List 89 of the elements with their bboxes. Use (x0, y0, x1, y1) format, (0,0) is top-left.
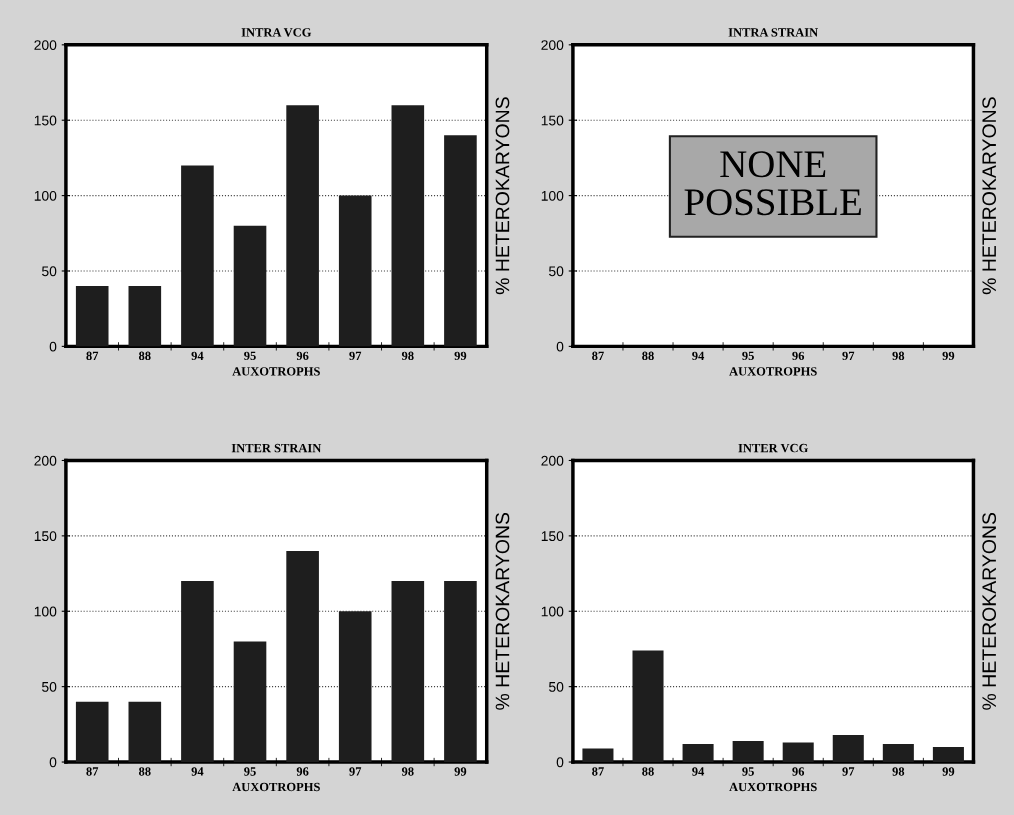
x-tick-label: 96 (296, 351, 309, 361)
bar (444, 135, 477, 347)
x-axis-title: AUXOTROPHS (232, 782, 320, 792)
x-tick-label: 94 (692, 767, 705, 776)
x-tick-label: 99 (942, 351, 955, 361)
x-tick-label: 95 (244, 767, 256, 776)
y-axis-title: % HETEROKARYONS (495, 512, 510, 710)
y-tick-label: 150 (34, 115, 57, 126)
y-tick-label: 200 (541, 40, 564, 50)
y-tick-label: 150 (541, 531, 564, 542)
bar (75, 701, 109, 763)
y-tick-label: 100 (541, 190, 564, 201)
y-tick-label: 50 (548, 681, 564, 692)
annotation: NONE POSSIBLE (684, 151, 861, 216)
y-axis-title: % HETEROKARYONS (982, 512, 997, 710)
bar (338, 611, 372, 763)
x-axis-title: AUXOTROPHS (729, 367, 817, 376)
x-tick-label: 99 (454, 767, 467, 776)
bar (932, 746, 964, 763)
x-tick-label: 98 (401, 767, 414, 776)
chart-title: INTRA VCG (241, 28, 312, 37)
y-tick-label: 100 (541, 606, 564, 617)
y-tick-label: 150 (34, 531, 57, 542)
y-tick-label: 0 (49, 757, 57, 768)
x-tick-label: 98 (892, 351, 905, 361)
y-tick-label: 50 (41, 266, 57, 277)
y-tick-label: 100 (34, 190, 57, 201)
x-tick-label: 99 (454, 351, 467, 361)
bar (391, 581, 425, 763)
y-tick-label: 0 (556, 757, 564, 768)
x-axis-title: AUXOTROPHS (232, 367, 320, 376)
bar (286, 550, 319, 763)
x-tick-label: 87 (592, 767, 604, 776)
y-tick-label: 150 (541, 115, 564, 126)
y-axis-title: % HETEROKARYONS (982, 97, 997, 295)
bar (391, 105, 425, 347)
x-tick-label: 99 (942, 767, 955, 776)
y-tick-label: 0 (49, 341, 57, 352)
x-tick-label: 88 (138, 767, 151, 776)
x-tick-label: 94 (191, 767, 204, 776)
y-tick-label: 200 (34, 40, 57, 50)
chart-title: INTER STRAIN (231, 443, 322, 453)
bar (181, 581, 214, 763)
bar (782, 742, 814, 763)
x-tick-label: 94 (191, 351, 204, 361)
bar (444, 581, 477, 763)
x-tick-label: 96 (792, 351, 805, 361)
y-tick-label: 50 (548, 266, 564, 277)
x-tick-label: 87 (592, 351, 604, 361)
chart-title: INTRA STRAIN (728, 28, 818, 37)
x-tick-label: 88 (642, 351, 654, 361)
x-tick-label: 97 (842, 351, 855, 361)
x-tick-label: 97 (349, 767, 362, 776)
x-tick-label: 87 (86, 767, 99, 776)
x-tick-label: 96 (792, 767, 805, 776)
bar (632, 650, 664, 763)
x-tick-label: 97 (349, 351, 362, 361)
x-tick-label: 94 (692, 351, 705, 361)
bar (233, 225, 267, 347)
bar (338, 195, 372, 347)
y-tick-label: 0 (556, 341, 564, 352)
bar (181, 165, 214, 347)
x-tick-label: 98 (892, 767, 905, 776)
y-axis-title: % HETEROKARYONS (495, 97, 510, 295)
bar (75, 286, 109, 347)
bar (832, 734, 864, 763)
chart-title: INTER VCG (738, 443, 808, 453)
y-tick-label: 50 (41, 681, 57, 692)
x-tick-label: 95 (244, 351, 256, 361)
bar (286, 105, 319, 347)
bar (582, 748, 614, 763)
y-tick-label: 200 (541, 455, 564, 466)
x-tick-label: 97 (842, 767, 855, 776)
x-tick-label: 88 (642, 767, 654, 776)
x-tick-label: 95 (742, 351, 754, 361)
bar (128, 286, 162, 347)
bar (732, 740, 764, 763)
x-tick-label: 88 (138, 351, 151, 361)
bar (882, 743, 914, 763)
x-tick-label: 95 (742, 767, 754, 776)
x-axis-title: AUXOTROPHS (729, 782, 817, 792)
bar (682, 743, 714, 763)
x-tick-label: 87 (86, 351, 99, 361)
bar (128, 701, 162, 763)
y-tick-label: 200 (34, 455, 57, 466)
x-tick-label: 96 (296, 767, 309, 776)
y-tick-label: 100 (34, 606, 57, 617)
x-tick-label: 98 (401, 351, 414, 361)
bar (233, 641, 267, 763)
